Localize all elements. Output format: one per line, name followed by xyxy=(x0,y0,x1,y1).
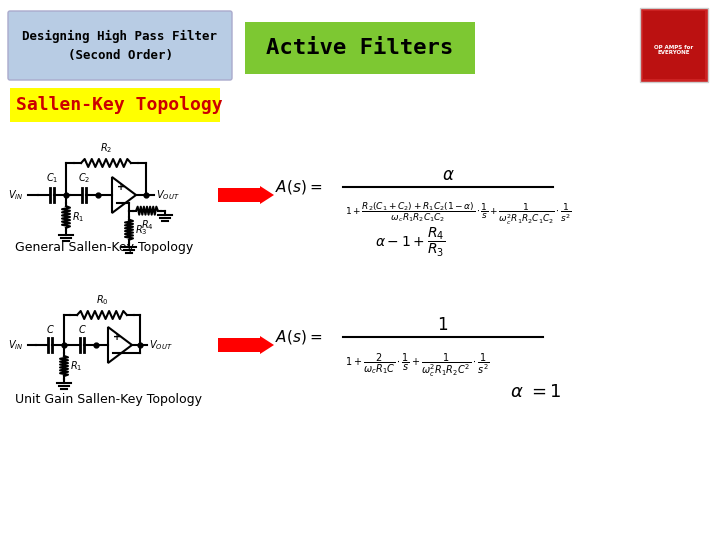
Text: $\alpha - 1 + \dfrac{R_4}{R_3}$: $\alpha - 1 + \dfrac{R_4}{R_3}$ xyxy=(375,225,445,259)
Text: Sallen-Key Topology: Sallen-Key Topology xyxy=(16,96,222,114)
Text: $V_{IN}$: $V_{IN}$ xyxy=(8,338,24,352)
FancyArrow shape xyxy=(218,186,274,204)
Text: Designing High Pass Filter
(Second Order): Designing High Pass Filter (Second Order… xyxy=(22,30,217,62)
Text: $R_1$: $R_1$ xyxy=(72,210,84,224)
Text: $C_2$: $C_2$ xyxy=(78,171,90,185)
Bar xyxy=(643,11,705,79)
Text: Unit Gain Sallen-Key Topology: Unit Gain Sallen-Key Topology xyxy=(15,394,202,407)
Text: $R_0$: $R_0$ xyxy=(96,293,108,307)
Text: $V_{IN}$: $V_{IN}$ xyxy=(8,188,24,202)
Text: $R_2$: $R_2$ xyxy=(100,141,112,155)
Text: General Sallen-Key Topology: General Sallen-Key Topology xyxy=(15,241,193,254)
Text: −: − xyxy=(117,198,127,208)
Text: $A(s) =$: $A(s) =$ xyxy=(275,328,322,346)
Text: $1 + \dfrac{R_2(C_1+C_2)+R_1C_2(1-\alpha)}{\omega_c R_1 R_2 C_1 C_2} \cdot \dfra: $1 + \dfrac{R_2(C_1+C_2)+R_1C_2(1-\alpha… xyxy=(345,201,572,227)
Text: Active Filters: Active Filters xyxy=(266,38,454,58)
Text: $C$: $C$ xyxy=(78,323,86,335)
Text: $\alpha\ =1$: $\alpha\ =1$ xyxy=(510,383,562,401)
Text: +: + xyxy=(113,332,121,342)
Text: +: + xyxy=(117,183,125,192)
Text: $V_{OUT}$: $V_{OUT}$ xyxy=(156,188,179,202)
Text: −: − xyxy=(113,348,122,357)
Text: $1$: $1$ xyxy=(438,316,449,334)
Bar xyxy=(640,8,708,82)
Text: $R_4$: $R_4$ xyxy=(140,219,153,233)
Text: $R_1$: $R_1$ xyxy=(70,359,82,373)
Text: $\alpha$: $\alpha$ xyxy=(441,166,454,184)
Text: $C_1$: $C_1$ xyxy=(46,171,58,185)
Text: $R_3$: $R_3$ xyxy=(135,223,148,237)
FancyArrow shape xyxy=(218,336,274,354)
Bar xyxy=(10,88,220,122)
Text: $V_{OUT}$: $V_{OUT}$ xyxy=(149,338,173,352)
FancyBboxPatch shape xyxy=(8,11,232,80)
Text: $C$: $C$ xyxy=(45,323,55,335)
Text: OP AMPS for
EVERYONE: OP AMPS for EVERYONE xyxy=(654,45,693,56)
Text: $A(s) =$: $A(s) =$ xyxy=(275,178,322,196)
Bar xyxy=(245,22,475,74)
Text: $1 + \dfrac{2}{\omega_c R_1 C} \cdot \dfrac{1}{s} + \dfrac{1}{\omega_c^2 R_1 R_2: $1 + \dfrac{2}{\omega_c R_1 C} \cdot \df… xyxy=(345,351,490,379)
